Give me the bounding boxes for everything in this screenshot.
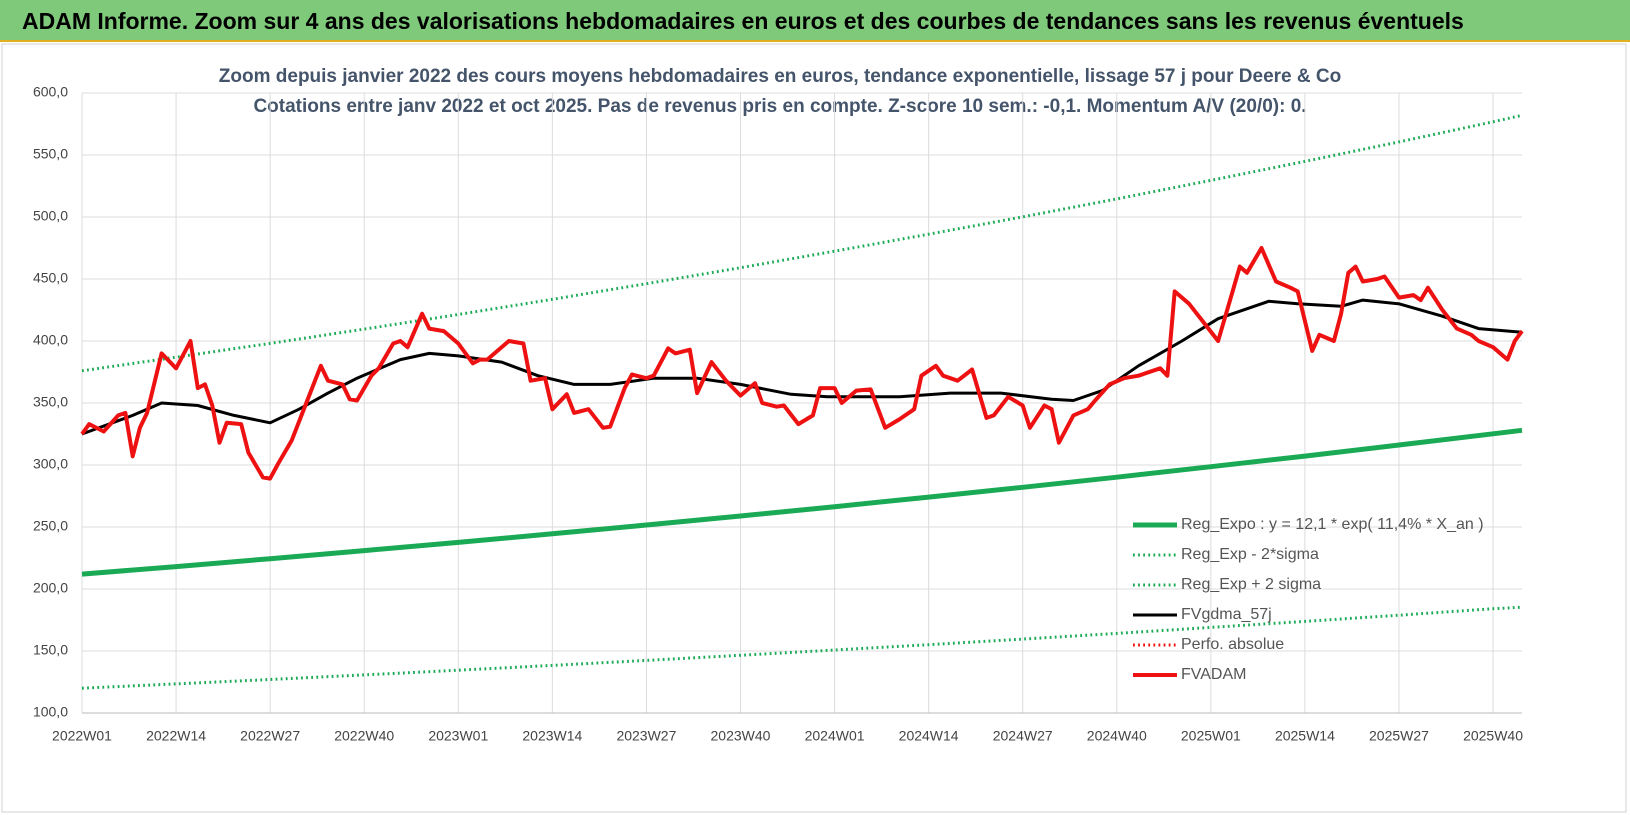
y-tick-label: 250,0 — [33, 518, 68, 534]
legend-label: Reg_Expo : y = 12,1 * exp( 11,4% * X_an … — [1181, 516, 1484, 533]
y-tick-label: 300,0 — [33, 456, 68, 472]
series-line — [81, 427, 1523, 577]
x-tick-label: 2022W01 — [52, 728, 112, 744]
legend-label: Perfo. absolue — [1181, 636, 1284, 653]
chart: Zoom depuis janvier 2022 des cours moyen… — [1, 43, 1627, 813]
x-tick-label: 2022W40 — [334, 728, 394, 744]
legend-label: FVgdma_57j — [1181, 606, 1272, 623]
y-tick-label: 550,0 — [33, 146, 68, 162]
x-tick-label: 2023W14 — [522, 728, 582, 744]
x-tick-label: 2023W01 — [428, 728, 488, 744]
series-line — [80, 246, 1524, 481]
chart-frame — [1, 43, 1627, 813]
legend-label: Reg_Exp - 2*sigma — [1181, 546, 1319, 563]
x-tick-label: 2022W14 — [146, 728, 206, 744]
y-tick-label: 200,0 — [33, 580, 68, 596]
header-title: ADAM Informe. Zoom sur 4 ans des valoris… — [0, 0, 1630, 42]
x-tick-label: 2023W40 — [711, 728, 771, 744]
y-tick-label: 350,0 — [33, 394, 68, 410]
x-tick-label: 2024W14 — [899, 728, 959, 744]
x-tick-label: 2025W40 — [1463, 728, 1523, 744]
x-tick-label: 2025W01 — [1181, 728, 1241, 744]
x-tick-label: 2025W14 — [1275, 728, 1335, 744]
x-tick-label: 2022W27 — [240, 728, 300, 744]
y-tick-label: 150,0 — [33, 642, 68, 658]
chart-subtitle: Cotations entre janv 2022 et oct 2025. P… — [253, 96, 1306, 117]
y-tick-label: 500,0 — [33, 208, 68, 224]
x-tick-label: 2024W01 — [805, 728, 865, 744]
series-line — [81, 605, 1523, 690]
y-tick-label: 450,0 — [33, 270, 68, 286]
x-tick-label: 2024W40 — [1087, 728, 1147, 744]
x-tick-label: 2023W27 — [616, 728, 676, 744]
x-tick-label: 2025W27 — [1369, 728, 1429, 744]
y-tick-label: 400,0 — [33, 332, 68, 348]
y-tick-label: 100,0 — [33, 704, 68, 720]
chart-title: Zoom depuis janvier 2022 des cours moyen… — [219, 66, 1341, 87]
x-tick-label: 2024W27 — [993, 728, 1053, 744]
y-tick-label: 600,0 — [33, 84, 68, 100]
legend-label: FVADAM — [1181, 666, 1246, 683]
legend-label: Reg_Exp + 2 sigma — [1181, 576, 1321, 593]
